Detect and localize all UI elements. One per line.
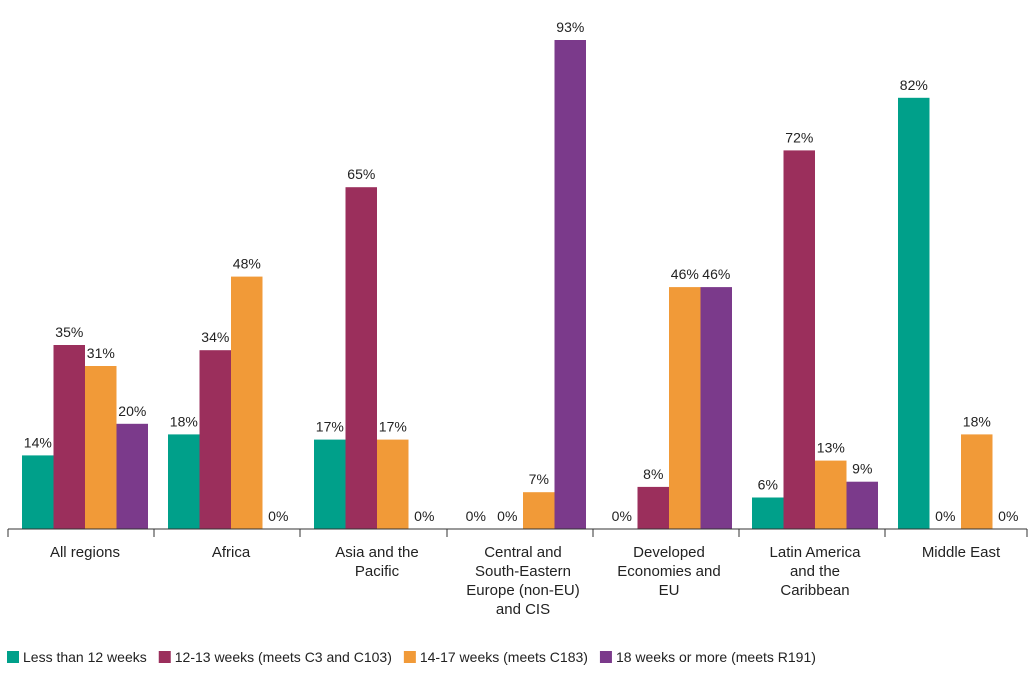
data-label: 0% — [268, 508, 288, 524]
legend-label: Less than 12 weeks — [23, 649, 147, 665]
bar — [898, 97, 930, 530]
data-label: 17% — [316, 419, 344, 435]
category-label: Latin America and the Caribbean — [770, 544, 862, 599]
bar — [231, 276, 263, 529]
data-label: 14% — [24, 434, 52, 450]
data-label: 0% — [612, 508, 632, 524]
bar — [85, 366, 117, 529]
bar-layer — [22, 40, 993, 530]
category-label-line: Caribbean — [780, 582, 849, 599]
legend-swatch — [403, 651, 416, 663]
bar — [554, 40, 586, 529]
data-label: 13% — [817, 440, 845, 456]
data-label: 9% — [852, 461, 872, 477]
category-label: Developed Economies and EU — [617, 544, 720, 599]
legend-label: 12-13 weeks (meets C3 and C103) — [175, 649, 392, 665]
category-label: Asia and the Pacific — [335, 544, 418, 580]
legend-swatch — [158, 651, 171, 663]
data-label: 7% — [529, 471, 549, 487]
category-label-line: Asia and the — [335, 544, 418, 561]
data-label: 0% — [497, 508, 517, 524]
bar — [752, 497, 784, 529]
data-label: 0% — [935, 508, 955, 524]
data-label: 46% — [671, 266, 699, 282]
data-label: 18% — [963, 413, 991, 429]
data-label: 8% — [643, 466, 663, 482]
data-label: 0% — [414, 508, 434, 524]
category-label-line: Middle East — [922, 544, 1001, 561]
data-label: 82% — [900, 77, 928, 93]
category-label-line: Economies and — [617, 563, 720, 580]
category-label-line: All regions — [50, 544, 120, 561]
category-label: Africa — [212, 544, 251, 561]
data-label: 0% — [466, 508, 486, 524]
bar — [846, 481, 878, 529]
bar — [637, 486, 669, 529]
bar — [815, 460, 847, 529]
data-label: 48% — [233, 256, 261, 272]
data-label: 72% — [785, 129, 813, 145]
bar — [314, 439, 346, 529]
bar — [377, 439, 409, 529]
category-label-line: Developed — [633, 544, 705, 561]
bar — [168, 434, 200, 529]
category-label: Central and South-Eastern Europe (non-EU) a… — [466, 544, 579, 618]
bar — [523, 492, 555, 529]
legend-label: 18 weeks or more (meets R191) — [616, 649, 816, 665]
category-label-line: EU — [659, 582, 680, 599]
data-label: 0% — [998, 508, 1018, 524]
category-label-line: Europe (non-EU) — [466, 582, 579, 599]
legend: Less than 12 weeks 12-13 weeks (meets C3 … — [7, 649, 816, 665]
category-label-line: Pacific — [355, 563, 400, 580]
bar — [22, 455, 54, 529]
category-label-line: South-Eastern — [475, 563, 571, 580]
x-axis-ticks — [7, 529, 1028, 537]
category-label: Middle East — [922, 544, 1001, 561]
data-label: 20% — [118, 403, 146, 419]
category-label-line: Latin America — [770, 544, 862, 561]
data-label: 35% — [55, 324, 83, 340]
category-label-layer: All regions Africa Asia and the Pacific Cent… — [50, 544, 1001, 618]
category-label-line: Africa — [212, 544, 251, 561]
data-label: 17% — [379, 419, 407, 435]
category-label-line: Central and — [484, 544, 562, 561]
value-label-layer: 14% 35%31% 20% 18% 34% 48% 0% 17% 65% 17% 0% 0% 0% 7%… — [24, 19, 1019, 524]
data-label: 18% — [170, 413, 198, 429]
data-label: 46% — [702, 266, 730, 282]
bar — [783, 150, 815, 529]
bar — [961, 434, 993, 529]
bar — [53, 345, 85, 529]
data-label: 31% — [87, 345, 115, 361]
bar — [199, 350, 231, 529]
legend-label: 14-17 weeks (meets C183) — [420, 649, 588, 665]
bar — [345, 187, 377, 529]
category-label: All regions — [50, 544, 120, 561]
data-label: 6% — [758, 477, 778, 493]
data-label: 93% — [556, 19, 584, 35]
bar — [116, 423, 148, 529]
bar — [700, 287, 732, 529]
legend-swatch — [599, 651, 612, 663]
data-label: 34% — [201, 329, 229, 345]
bar — [669, 287, 701, 529]
data-label: 65% — [347, 166, 375, 182]
legend-swatch — [7, 651, 19, 663]
category-label-line: and CIS — [496, 601, 550, 618]
category-label-line: and the — [790, 563, 840, 580]
